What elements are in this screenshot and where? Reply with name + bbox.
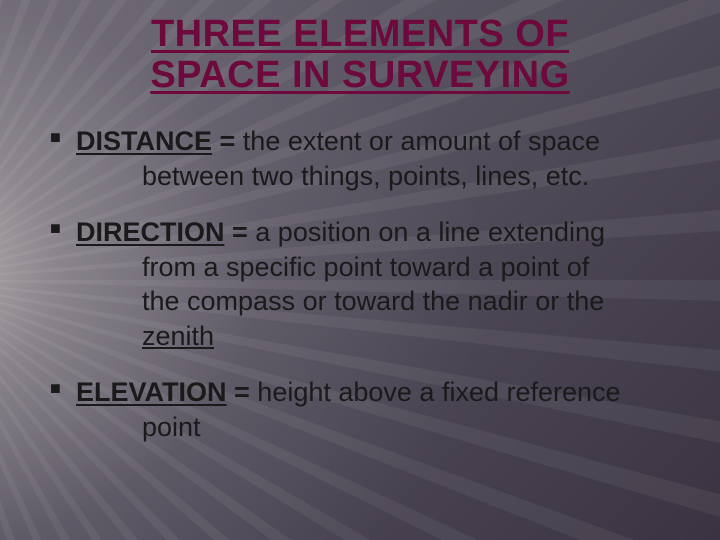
title-line-2: SPACE IN SURVEYING [150, 54, 569, 96]
equals-sign: = [225, 217, 256, 247]
equals-sign: = [227, 377, 258, 407]
slide-content: THREE ELEMENTS OF SPACE IN SURVEYING DIS… [0, 0, 720, 444]
definition-continuation: between two things, points, lines, etc. [76, 159, 676, 194]
definition-continuation: point [76, 410, 676, 445]
slide-title: THREE ELEMENTS OF SPACE IN SURVEYING [44, 14, 676, 96]
list-item: ELEVATION = height above a fixed referen… [48, 375, 676, 444]
term-direction: DIRECTION [76, 217, 225, 247]
list-item: DIRECTION = a position on a line extendi… [48, 215, 676, 353]
term-distance: DISTANCE [76, 126, 212, 156]
zenith-link[interactable]: zenith [142, 321, 214, 351]
title-line-1: THREE ELEMENTS OF [151, 13, 569, 55]
definition-continuation: from a specific point toward a point of [76, 250, 676, 285]
equals-sign: = [212, 126, 243, 156]
term-elevation: ELEVATION [76, 377, 227, 407]
definition-text: the extent or amount of space [243, 126, 600, 156]
definition-continuation: the compass or toward the nadir or the [76, 284, 676, 319]
bullet-list: DISTANCE = the extent or amount of space… [44, 124, 676, 444]
definition-text: a position on a line extending [255, 217, 605, 247]
definition-continuation: zenith [76, 319, 676, 354]
definition-text: height above a fixed reference [257, 377, 620, 407]
list-item: DISTANCE = the extent or amount of space… [48, 124, 676, 193]
